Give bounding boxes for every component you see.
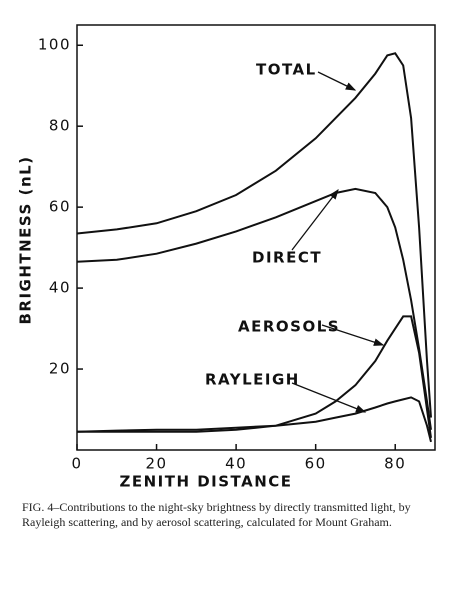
y-tick-label: 80 xyxy=(49,117,71,135)
series-line xyxy=(76,187,432,430)
series-line xyxy=(76,396,432,443)
y-axis-label: BRIGHTNESS (nL) xyxy=(17,155,35,324)
x-tick-label: 20 xyxy=(146,455,168,473)
caption: FIG. 4–Contributions to the night-sky br… xyxy=(22,500,411,529)
x-axis-label: ZENITH DISTANCE xyxy=(119,473,292,491)
series-label: RAYLEIGH xyxy=(205,371,300,389)
label-arrow xyxy=(291,382,367,413)
y-tick-label: 40 xyxy=(49,279,71,297)
series-label: AEROSOLS xyxy=(238,318,340,336)
label-arrow xyxy=(291,188,339,251)
y-tick-label: 60 xyxy=(49,198,71,216)
x-tick-label: 80 xyxy=(384,455,406,473)
y-tick-label: 20 xyxy=(49,360,71,378)
plot-frame xyxy=(76,24,436,451)
label-arrow xyxy=(317,71,357,91)
x-tick-label: 40 xyxy=(225,455,247,473)
series-line xyxy=(76,52,432,418)
x-tick-label: 60 xyxy=(305,455,327,473)
series-line xyxy=(77,315,432,439)
label-arrow xyxy=(321,324,385,346)
series-label: DIRECT xyxy=(252,249,322,267)
y-tick-label: 100 xyxy=(38,36,71,54)
x-tick-label: 0 xyxy=(71,455,82,473)
series-label: TOTAL xyxy=(256,61,317,79)
